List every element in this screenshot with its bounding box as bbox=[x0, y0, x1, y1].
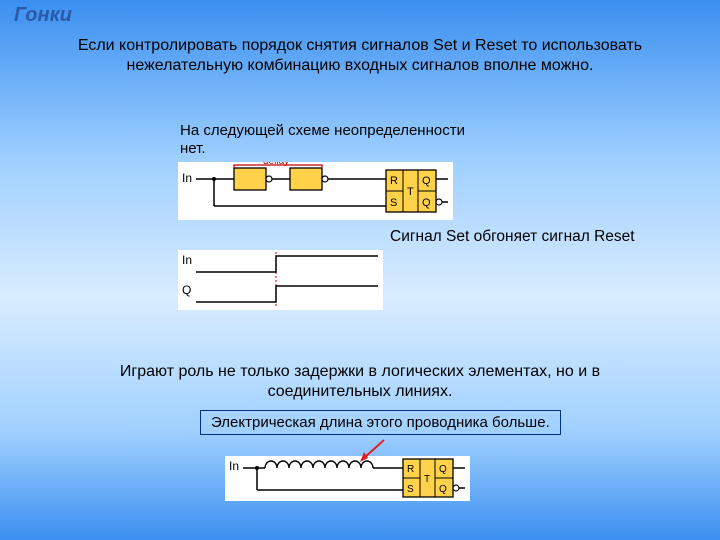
delay-gate-2 bbox=[290, 168, 322, 190]
svg-text:Q: Q bbox=[422, 175, 431, 187]
circuit2-svg: In R S T Q Q bbox=[225, 456, 470, 501]
inverter-bubble-icon bbox=[436, 199, 442, 205]
slide-title: Гонки bbox=[14, 4, 72, 27]
delay-label: dellay bbox=[263, 162, 289, 167]
svg-text:Q: Q bbox=[439, 484, 447, 495]
timing-in-label: In bbox=[182, 253, 192, 267]
svg-text:Q: Q bbox=[422, 197, 431, 209]
timing-diagram: In Q bbox=[178, 250, 383, 310]
q-waveform bbox=[196, 286, 378, 302]
timing-q-label: Q bbox=[182, 283, 191, 297]
svg-text:T: T bbox=[407, 186, 414, 198]
inverter-bubble-icon bbox=[322, 176, 328, 182]
rs-trigger: R S T Q Q bbox=[403, 459, 465, 497]
delays-paragraph: Играют роль не только задержки в логичес… bbox=[60, 362, 660, 402]
coil-icon bbox=[265, 461, 373, 468]
circuit-delay-diagram: In dellay R S T Q bbox=[178, 162, 453, 220]
rs-trigger: R S T Q Q bbox=[386, 170, 448, 212]
red-arrow-icon bbox=[358, 438, 388, 462]
set-overtakes-reset-text: Сигнал Set обгоняет сигнал Reset bbox=[390, 228, 635, 246]
schema-caption: На следующей схеме неопределенности нет. bbox=[180, 122, 480, 158]
svg-text:S: S bbox=[390, 197, 397, 209]
svg-text:Q: Q bbox=[439, 464, 447, 475]
main-paragraph: Если контролировать порядок снятия сигна… bbox=[30, 36, 690, 76]
timing-svg: In Q bbox=[178, 250, 383, 310]
svg-text:T: T bbox=[424, 474, 430, 485]
inverter-bubble-icon bbox=[266, 176, 272, 182]
boxed-highlight: Электрическая длина этого проводника бол… bbox=[200, 410, 561, 435]
svg-text:R: R bbox=[407, 464, 414, 475]
inverter-bubble-icon bbox=[453, 485, 459, 491]
in-label: In bbox=[229, 459, 239, 473]
delay-gate-1 bbox=[234, 168, 266, 190]
svg-text:R: R bbox=[390, 175, 398, 187]
circuit1-svg: In dellay R S T Q bbox=[178, 162, 453, 220]
in-waveform bbox=[196, 256, 378, 272]
circuit-inductor-diagram: In R S T Q Q bbox=[225, 456, 470, 501]
svg-text:S: S bbox=[407, 484, 414, 495]
in-label: In bbox=[182, 171, 192, 185]
